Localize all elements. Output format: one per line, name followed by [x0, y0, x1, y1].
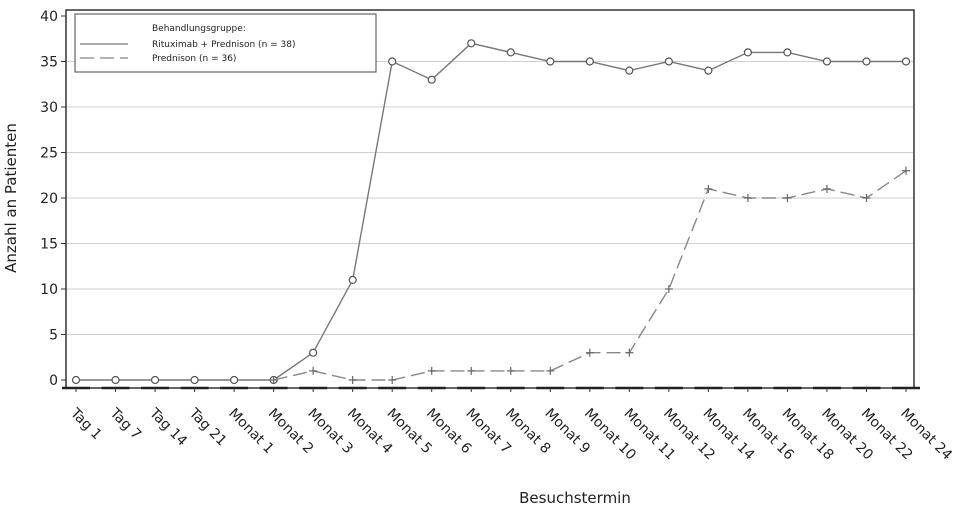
y-tick-label-10: 10	[40, 282, 58, 298]
data-point-series-2	[822, 184, 831, 193]
plot-border	[65, 9, 915, 389]
series-line-2	[273, 170, 907, 381]
y-tick-label-20: 20	[40, 191, 58, 207]
x-tick-label-3: Tag 21	[185, 405, 230, 450]
legend-label-series-1: Rituximab + Prednison (n = 38)	[152, 40, 296, 50]
data-point-series-1	[427, 75, 436, 84]
data-point-series-1	[388, 57, 397, 66]
data-point-series-1	[783, 48, 792, 57]
data-point-series-1	[585, 57, 594, 66]
data-point-series-1	[111, 375, 120, 385]
x-tick-label-0: Tag 1	[66, 405, 104, 443]
y-tick-label-40: 40	[40, 9, 58, 25]
data-point-series-2	[427, 366, 436, 375]
legend-label-series-2: Prednison (n = 36)	[152, 54, 236, 64]
data-point-series-2	[783, 194, 792, 202]
x-tick-label-1: Tag 7	[106, 405, 144, 443]
data-point-series-1	[71, 375, 81, 385]
data-point-series-2	[467, 366, 476, 375]
data-point-series-2	[348, 376, 357, 384]
data-point-series-1	[743, 48, 753, 57]
data-point-series-2	[625, 348, 634, 357]
data-point-series-2	[862, 194, 871, 202]
y-tick-label-35: 35	[40, 55, 58, 71]
data-point-series-1	[190, 375, 199, 385]
legend: Behandlungsgruppe: Rituximab + Prednison…	[74, 13, 377, 73]
data-point-series-2	[388, 376, 397, 384]
series-layer	[71, 39, 911, 385]
data-point-series-1	[546, 57, 555, 66]
y-tick-label-0: 0	[49, 373, 58, 389]
data-point-series-2	[506, 366, 515, 375]
data-point-series-2	[902, 166, 910, 175]
data-point-series-2	[664, 285, 673, 293]
data-point-series-1	[625, 66, 634, 75]
data-point-series-1	[229, 375, 239, 385]
y-tick-label-5: 5	[49, 328, 58, 344]
x-tick-label-2: Tag 14	[146, 405, 191, 450]
data-point-series-1	[664, 57, 673, 66]
legend-box	[74, 13, 377, 73]
y-tick-label-15: 15	[40, 237, 58, 253]
data-point-series-1	[348, 275, 357, 284]
data-point-series-2	[269, 376, 278, 384]
data-point-series-1	[150, 375, 160, 385]
data-point-series-1	[506, 48, 515, 57]
y-tick-label-25: 25	[40, 146, 58, 162]
data-point-series-1	[862, 57, 871, 66]
y-axis-title: Anzahl an Patienten	[2, 123, 20, 273]
data-point-series-2	[309, 366, 318, 375]
data-point-series-1	[309, 348, 318, 357]
y-axis-ticks: 0 5 10 15 20 25 30 35 40	[40, 9, 66, 389]
data-point-series-1	[901, 57, 911, 66]
legend-title: Behandlungsgruppe:	[152, 24, 246, 34]
data-point-series-1	[467, 39, 476, 48]
data-point-series-1	[822, 57, 832, 66]
data-point-series-1	[704, 66, 713, 75]
series-line-1	[76, 42, 906, 381]
data-point-series-2	[743, 194, 752, 202]
y-tick-label-30: 30	[40, 100, 58, 116]
x-axis-title: Besuchstermin	[519, 489, 631, 507]
data-point-series-2	[585, 348, 594, 357]
data-point-series-2	[704, 184, 713, 193]
data-point-series-2	[546, 366, 555, 375]
